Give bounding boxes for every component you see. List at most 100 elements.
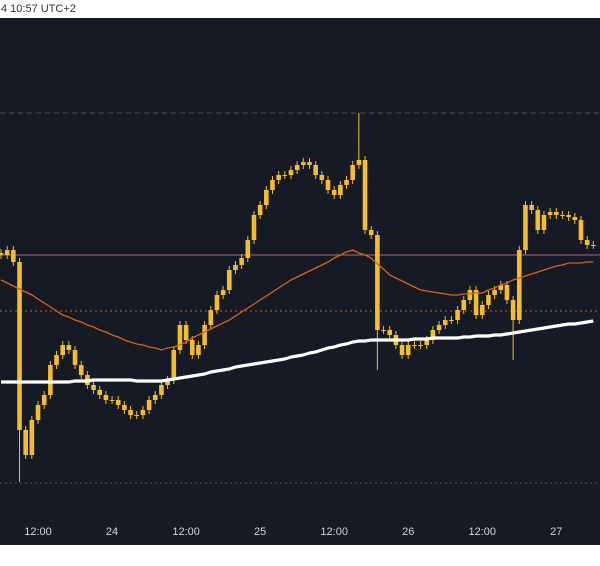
candle-body (140, 410, 146, 415)
candle-body (319, 175, 325, 180)
x-tick-label: 12:00 (468, 526, 496, 538)
top-bar (0, 0, 600, 18)
bottom-bar (0, 545, 600, 566)
candle-body (461, 300, 467, 310)
candle-body (208, 310, 214, 325)
candle-body (115, 400, 121, 405)
candle-body (412, 345, 417, 346)
candle-body (29, 420, 35, 455)
candle-body (504, 285, 510, 300)
candle-body (54, 355, 59, 365)
candle-body (307, 162, 312, 165)
candle-body (177, 325, 183, 350)
candle-body (325, 180, 331, 190)
moving-average-line (0, 249, 594, 351)
candle-body (78, 365, 84, 375)
candle-body (220, 290, 226, 295)
candle-body (196, 345, 201, 355)
candle-body (523, 205, 528, 250)
candle-body (276, 175, 281, 180)
candle-body (60, 345, 65, 355)
x-tick-label: 12:00 (320, 526, 348, 538)
candle-body (313, 165, 318, 175)
candle-body (436, 325, 442, 330)
candle-body (492, 290, 497, 295)
candle-body (165, 380, 170, 385)
candle-body (4, 250, 10, 255)
candle-body (387, 330, 393, 335)
candle-body (442, 320, 448, 325)
candle-body (473, 290, 479, 315)
candle-body (159, 385, 164, 395)
candle-body (541, 215, 547, 230)
candle-body (554, 212, 559, 215)
candle-body (547, 212, 553, 215)
candle-body (48, 365, 53, 395)
candle-body (375, 235, 380, 330)
candle-body (381, 330, 386, 331)
candle-body (344, 180, 349, 185)
candle-body (214, 295, 220, 310)
candle-body (424, 340, 430, 345)
candle-body (591, 245, 596, 246)
candle-body (146, 400, 152, 410)
candle-body (535, 210, 541, 230)
candle-body (122, 405, 127, 410)
candle-body (338, 185, 343, 195)
candle-body (257, 205, 263, 215)
candle-body (405, 345, 411, 355)
candle-body (282, 175, 288, 176)
candle-body (97, 390, 103, 395)
candle-body (399, 345, 405, 355)
x-tick-label: 12:00 (172, 526, 200, 538)
candle-body (560, 215, 565, 216)
candle-body (134, 415, 140, 416)
candle-body (189, 340, 195, 355)
candle-body (251, 215, 257, 240)
candle-body (233, 265, 238, 270)
x-tick-label: 24 (106, 526, 118, 538)
candle-body (41, 395, 47, 405)
candle-body (183, 325, 189, 340)
candle-body (17, 262, 22, 430)
candle-body (11, 250, 16, 262)
candle-body (529, 205, 534, 210)
candle-body (66, 345, 72, 350)
candle-body (294, 165, 300, 170)
candle-body (572, 217, 578, 220)
candle-body (510, 300, 516, 320)
candle-body (245, 240, 251, 258)
candle-body (455, 310, 460, 320)
candle-body (368, 230, 374, 235)
candle-body (103, 395, 109, 400)
candle-body (578, 220, 584, 240)
candle-body (202, 325, 207, 345)
candle-body (467, 290, 473, 300)
candle-body (109, 400, 115, 401)
candle-body (301, 162, 306, 165)
x-tick-label: 25 (254, 526, 266, 538)
candle-body (288, 170, 294, 175)
timestamp: 4 10:57 UTC+2 (1, 3, 76, 15)
candle-body (566, 215, 571, 217)
candle-body (584, 240, 590, 245)
candle-body (356, 160, 362, 165)
candle-body (35, 405, 41, 420)
candle-body (152, 395, 158, 400)
candle-body (226, 270, 232, 290)
candle-body (449, 320, 454, 321)
x-tick-label: 27 (550, 526, 562, 538)
candle-body (498, 285, 504, 290)
candle-body (264, 190, 269, 205)
candle-body (239, 258, 244, 265)
candle-body (72, 350, 78, 365)
candle-body (23, 430, 28, 455)
x-tick-label: 26 (402, 526, 414, 538)
candle-body (362, 160, 368, 230)
plot-background (0, 18, 600, 545)
moving-average-line (1, 319, 594, 384)
candle-body (91, 385, 96, 390)
candle-body (128, 410, 133, 415)
